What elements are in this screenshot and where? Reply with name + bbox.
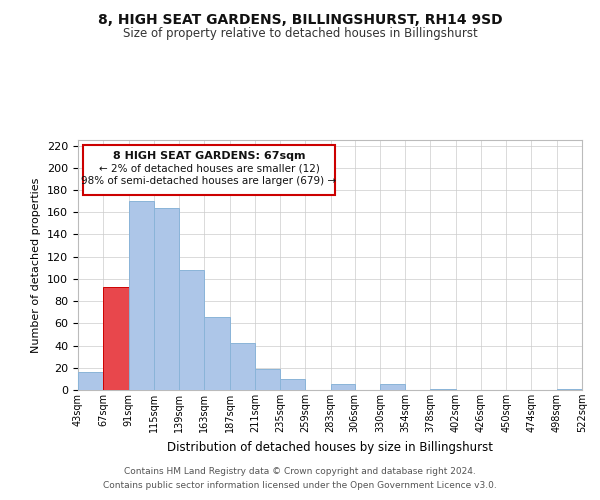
X-axis label: Distribution of detached houses by size in Billingshurst: Distribution of detached houses by size … <box>167 440 493 454</box>
Bar <box>128 201 154 390</box>
Bar <box>430 389 456 390</box>
Text: Contains public sector information licensed under the Open Government Licence v3: Contains public sector information licen… <box>103 481 497 490</box>
Bar <box>78 372 103 390</box>
Text: 8 HIGH SEAT GARDENS: 67sqm: 8 HIGH SEAT GARDENS: 67sqm <box>113 151 305 161</box>
Text: 98% of semi-detached houses are larger (679) →: 98% of semi-detached houses are larger (… <box>82 176 337 186</box>
Text: 8, HIGH SEAT GARDENS, BILLINGSHURST, RH14 9SD: 8, HIGH SEAT GARDENS, BILLINGSHURST, RH1… <box>98 12 502 26</box>
Y-axis label: Number of detached properties: Number of detached properties <box>31 178 41 352</box>
Text: Size of property relative to detached houses in Billingshurst: Size of property relative to detached ho… <box>122 28 478 40</box>
Bar <box>230 344 255 390</box>
Bar <box>103 286 128 390</box>
Text: Contains HM Land Registry data © Crown copyright and database right 2024.: Contains HM Land Registry data © Crown c… <box>124 467 476 476</box>
Text: ← 2% of detached houses are smaller (12): ← 2% of detached houses are smaller (12) <box>98 164 319 174</box>
Bar <box>331 384 355 390</box>
Bar <box>255 369 280 390</box>
Bar <box>204 316 230 390</box>
Bar <box>557 389 582 390</box>
Bar <box>380 384 405 390</box>
FancyBboxPatch shape <box>83 145 335 195</box>
Bar <box>154 208 179 390</box>
Bar <box>280 379 305 390</box>
Bar <box>179 270 204 390</box>
